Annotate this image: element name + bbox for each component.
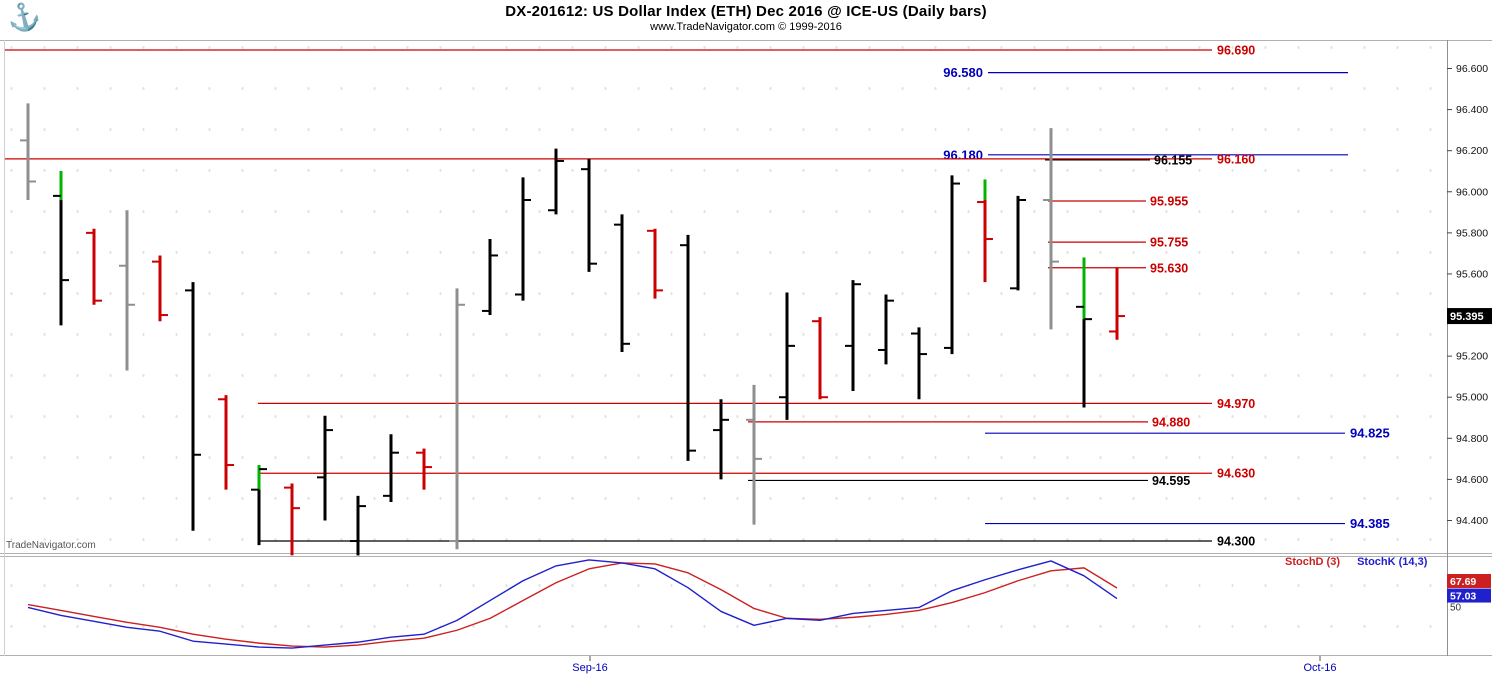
price-axis-label: 95.600 — [1456, 268, 1488, 280]
price-level-label: 94.300 — [1217, 535, 1255, 549]
stochk-value: 57.03 — [1450, 591, 1476, 603]
price-level-label: 94.880 — [1152, 415, 1190, 429]
stoch-panel-grid — [5, 558, 1447, 654]
time-axis[interactable] — [0, 656, 1492, 678]
stochd-value-badge — [1447, 573, 1491, 588]
price-axis[interactable] — [1447, 40, 1492, 656]
price-axis-label: 95.200 — [1456, 351, 1488, 363]
price-axis-label: 94.400 — [1456, 515, 1488, 527]
price-level-label: 95.630 — [1150, 261, 1188, 275]
stochd-legend-label[interactable]: StochD (3) — [1285, 556, 1340, 568]
stochk-line[interactable] — [27, 559, 1118, 649]
price-axis-label: 94.800 — [1456, 433, 1488, 445]
price-axis-label: 96.200 — [1456, 145, 1488, 157]
price-level-label: 96.160 — [1217, 152, 1255, 166]
stochastic-panel[interactable] — [5, 557, 1447, 655]
time-axis-label: Oct-16 — [1303, 662, 1336, 674]
price-axis-label: 96.000 — [1456, 186, 1488, 198]
price-level-label: 94.630 — [1217, 467, 1255, 481]
price-axis-label: 95.800 — [1456, 227, 1488, 239]
price-level-label: 94.970 — [1217, 397, 1255, 411]
price-level-label: 95.955 — [1150, 195, 1188, 209]
price-panel-grid — [5, 42, 1447, 552]
price-axis-label: 96.400 — [1456, 104, 1488, 116]
stoch-mid-label: 50 — [1450, 603, 1462, 614]
last-price-badge — [1447, 308, 1492, 325]
last-price-value: 95.395 — [1450, 311, 1484, 323]
watermark: TradeNavigator.com — [6, 540, 96, 551]
stoch-legend: StochD (3) StochK (14,3) — [1285, 556, 1441, 568]
stochd-value: 67.69 — [1450, 576, 1476, 588]
chart-header: ⚓ DX-201612: US Dollar Index (ETH) Dec 2… — [0, 0, 1492, 38]
price-level-label: 96.155 — [1154, 153, 1192, 167]
stochd-line[interactable] — [27, 562, 1118, 648]
time-axis-label: Sep-16 — [572, 662, 607, 674]
trade-navigator-logo-icon: ⚓ — [4, 0, 44, 36]
stochk-legend-label[interactable]: StochK (14,3) — [1357, 556, 1428, 568]
stochk-value-badge — [1447, 588, 1491, 603]
price-level-label: 96.580 — [943, 65, 983, 80]
price-level-label: 94.385 — [1350, 516, 1390, 531]
chart-subtitle: www.TradeNavigator.com © 1999-2016 — [650, 21, 842, 33]
price-axis-label: 96.600 — [1456, 63, 1488, 75]
price-chart-panel[interactable] — [5, 40, 1447, 553]
price-level-label: 95.755 — [1150, 236, 1188, 250]
price-level-label: 94.825 — [1350, 426, 1390, 441]
chart-title: DX-201612: US Dollar Index (ETH) Dec 201… — [505, 3, 987, 20]
price-level-label: 94.595 — [1152, 474, 1190, 488]
price-level-label: 96.690 — [1217, 44, 1255, 58]
price-axis-label: 95.000 — [1456, 392, 1488, 404]
price-axis-label: 94.600 — [1456, 474, 1488, 486]
